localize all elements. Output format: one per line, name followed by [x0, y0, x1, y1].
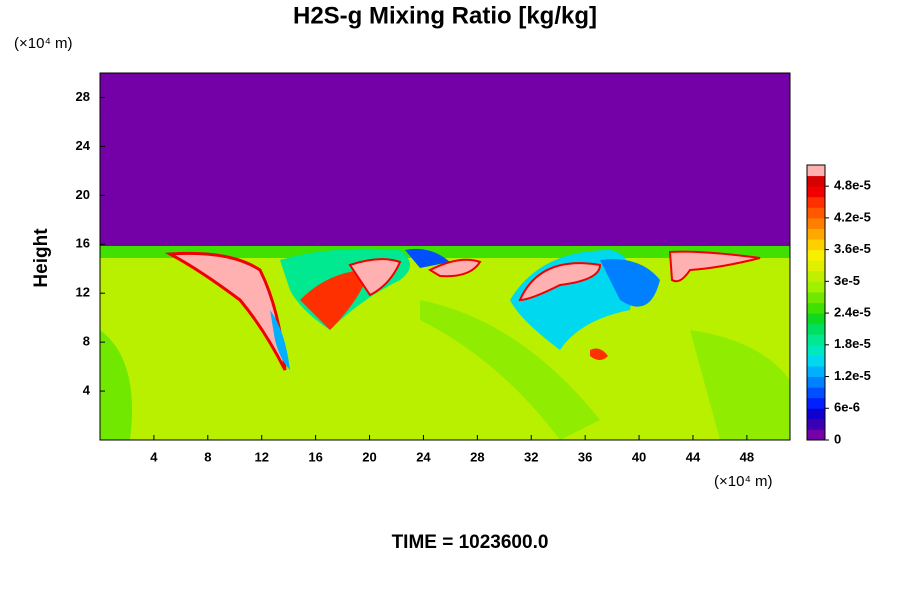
- colorbar-band: [807, 186, 825, 198]
- colorbar-band: [807, 175, 825, 187]
- colorbar-band: [807, 249, 825, 261]
- colorbar-band: [807, 281, 825, 293]
- y-unit: (×10⁴ m): [14, 35, 73, 52]
- colorbar-band: [807, 239, 825, 251]
- x-tick-label: 12: [254, 449, 268, 464]
- y-tick-label: 12: [76, 285, 90, 300]
- colorbar-band: [807, 355, 825, 367]
- colorbar-band: [807, 387, 825, 399]
- field: [100, 73, 790, 440]
- y-tick-label: 16: [76, 236, 90, 251]
- colorbar-tick-label: 3.6e-5: [834, 241, 871, 256]
- colorbar-band: [807, 323, 825, 335]
- colorbar-band: [807, 270, 825, 282]
- colorbar-band: [807, 165, 825, 177]
- colorbar-band: [807, 334, 825, 346]
- x-tick-label: 28: [470, 449, 484, 464]
- colorbar-band: [807, 302, 825, 314]
- x-unit: (×10⁴ m): [714, 473, 773, 490]
- colorbar-tick-label: 4.8e-5: [834, 178, 871, 193]
- y-tick-label: 24: [76, 138, 91, 153]
- colorbar-tick-label: 2.4e-5: [834, 305, 871, 320]
- colorbar-tick-label: 1.8e-5: [834, 336, 871, 351]
- colorbar-tick-label: 3e-5: [834, 273, 860, 288]
- y-tick-label: 20: [76, 187, 90, 202]
- x-tick-label: 36: [578, 449, 592, 464]
- x-tick-label: 40: [632, 449, 646, 464]
- y-tick-label: 8: [83, 334, 90, 349]
- colorbar-band: [807, 365, 825, 378]
- x-tick-label: 20: [362, 449, 376, 464]
- colorbar-band: [807, 408, 825, 420]
- colorbar-band: [807, 217, 825, 229]
- colorbar-band: [807, 376, 825, 388]
- colorbar-tick-label: 1.2e-5: [834, 368, 871, 383]
- colorbar-band: [807, 260, 825, 272]
- y-label: Height: [31, 228, 52, 288]
- chart-title: H2S-g Mixing Ratio [kg/kg]: [293, 2, 597, 29]
- colorbar-band: [807, 344, 825, 356]
- plot-frame: [99, 72, 791, 441]
- colorbar-tick-label: 6e-6: [834, 400, 860, 415]
- x-tick-label: 32: [524, 449, 538, 464]
- x-tick-label: 16: [308, 449, 322, 464]
- colorbar-frame: [806, 164, 826, 441]
- colorbar-tick-label: 0: [834, 431, 841, 446]
- colorbar-band: [807, 429, 825, 441]
- colorbar-tick-label: 4.2e-5: [834, 209, 871, 224]
- colorbar-band: [807, 196, 825, 208]
- x-tick-label: 44: [686, 449, 701, 464]
- colorbar-band: [807, 228, 825, 240]
- colorbar-band: [807, 397, 825, 409]
- x-tick-label: 24: [416, 449, 431, 464]
- colorbar-band: [807, 207, 825, 219]
- footer: TIME = 1023600.0: [392, 532, 549, 553]
- colorbar-band: [807, 313, 825, 325]
- x-tick-label: 8: [204, 449, 211, 464]
- colorbar-band: [807, 418, 825, 430]
- y-tick-label: 4: [83, 383, 91, 398]
- y-tick-label: 28: [76, 89, 90, 104]
- x-tick-label: 48: [740, 449, 754, 464]
- x-tick-label: 4: [150, 449, 158, 464]
- colorbar-band: [807, 291, 825, 303]
